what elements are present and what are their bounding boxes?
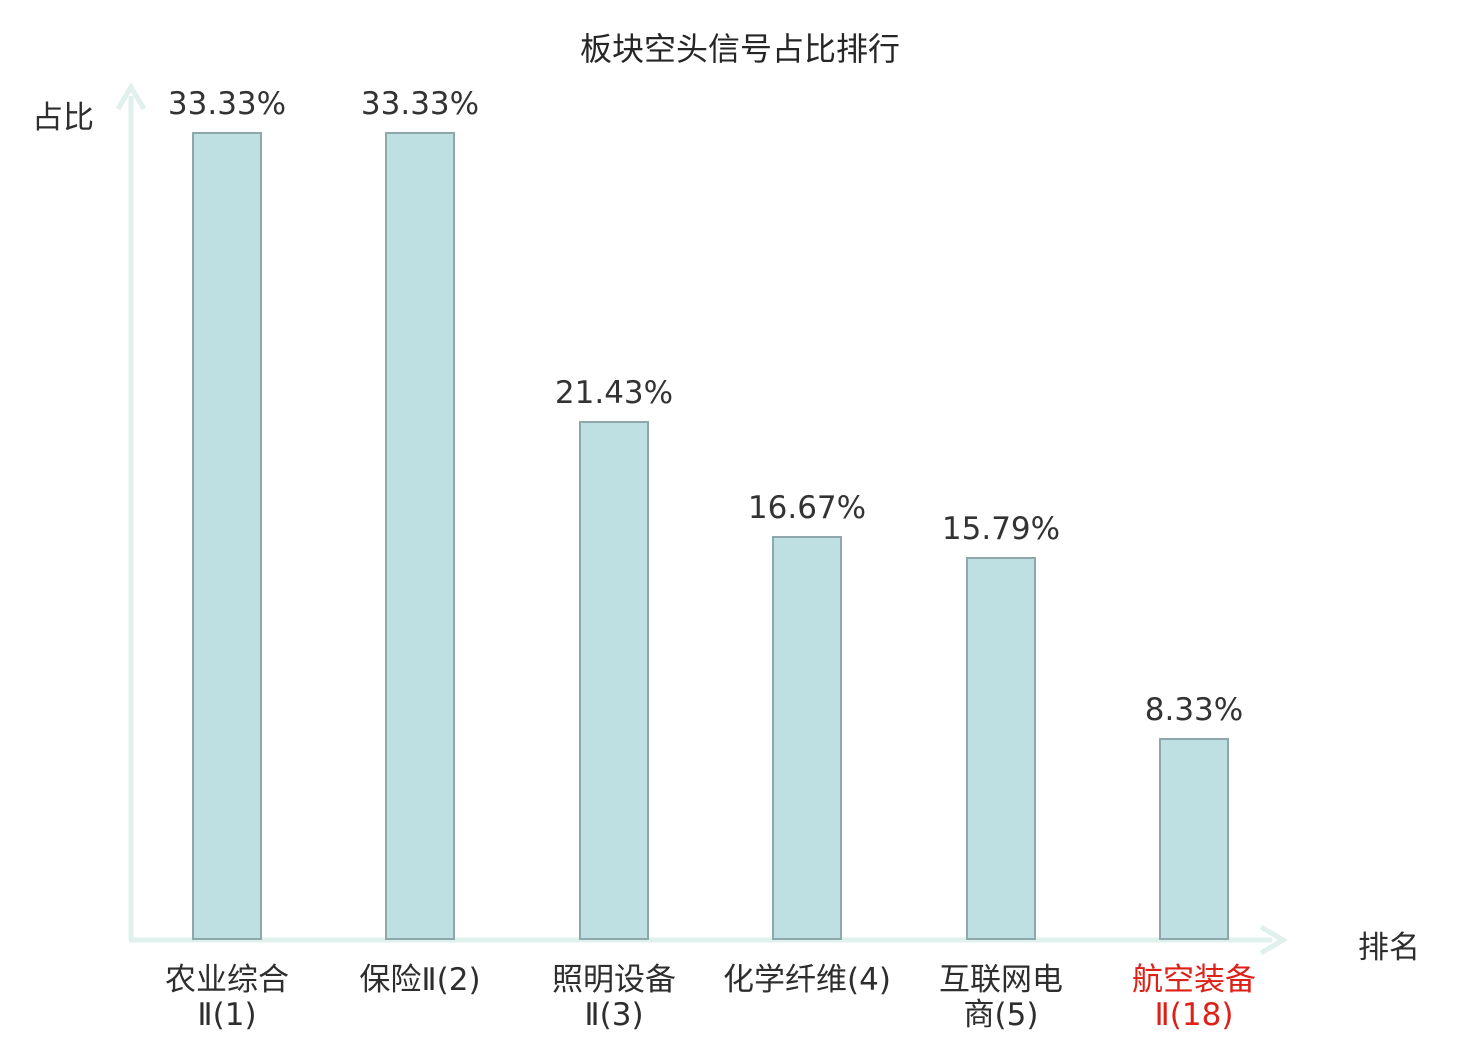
x-axis-label: 排名 (1358, 930, 1420, 966)
bar (966, 557, 1036, 940)
category-label-line1: 互联网电 (939, 962, 1063, 998)
bar-value-label: 15.79% (941, 511, 1061, 548)
category-label-line1: 农业综合 (165, 962, 289, 998)
category-label-line2: Ⅱ(18) (1154, 997, 1234, 1033)
bar (385, 132, 455, 940)
chart-title: 板块空头信号占比排行 (579, 30, 900, 68)
bar (192, 132, 262, 940)
bar (772, 535, 842, 940)
bar (1159, 738, 1229, 940)
category-label-line1: 航空装备 (1132, 962, 1256, 998)
category-label: 化学纤维(4) (677, 963, 937, 998)
category-label-line2: 商(5) (963, 997, 1039, 1033)
bar-value-label: 33.33% (360, 86, 480, 122)
x-axis-arrow-icon (1259, 924, 1288, 956)
bar-value-label: 8.33% (1144, 692, 1244, 729)
category-label: 照明设备 Ⅱ(3) (484, 963, 744, 1033)
category-label-highlighted: 航空装备 Ⅱ(18) (1064, 963, 1324, 1033)
category-label-line1: 保险Ⅱ(2) (359, 962, 481, 998)
bar-value-label: 33.33% (167, 86, 287, 122)
category-label-line2: Ⅱ(1) (197, 997, 257, 1033)
category-label-line1: 照明设备 (552, 962, 676, 998)
y-axis-arrow-icon (115, 82, 147, 111)
category-label-line2: Ⅱ(3) (584, 997, 644, 1033)
category-label-line1: 化学纤维(4) (723, 962, 891, 998)
y-axis-label: 占比 (32, 100, 94, 136)
category-label: 互联网电 商(5) (871, 963, 1131, 1033)
category-label: 保险Ⅱ(2) (290, 963, 550, 998)
category-label: 农业综合 Ⅱ(1) (97, 963, 357, 1033)
bar-value-label: 21.43% (554, 374, 674, 411)
bar-value-label: 16.67% (747, 489, 867, 526)
bar (579, 420, 649, 940)
